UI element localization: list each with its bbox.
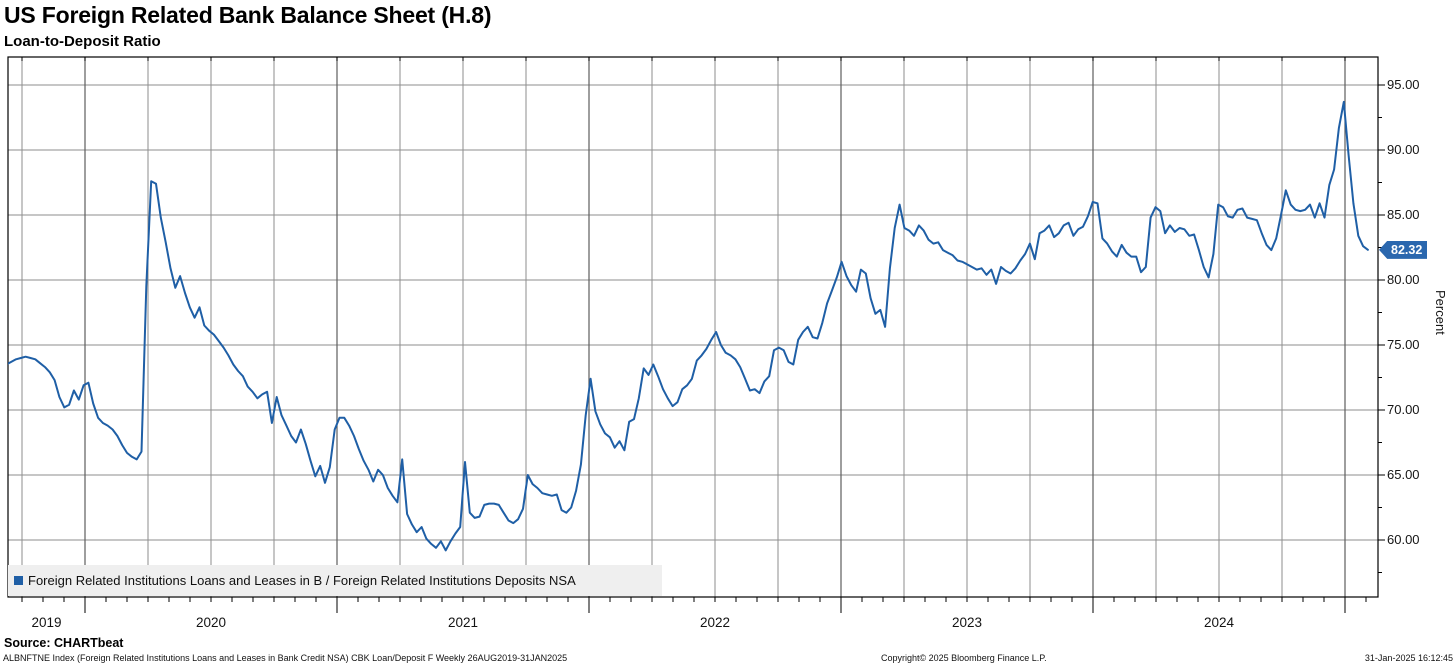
ticker-description: ALBNFTNE Index (Foreign Related Institut…	[3, 653, 568, 663]
y-tick-label: 70.00	[1387, 402, 1420, 417]
timestamp: 31-Jan-2025 16:12:45	[1364, 653, 1453, 663]
source-label: Source: CHARTbeat	[4, 636, 124, 650]
legend-item[interactable]: Foreign Related Institutions Loans and L…	[8, 565, 662, 596]
legend-series-swatch-icon	[14, 576, 23, 585]
chart-title: US Foreign Related Bank Balance Sheet (H…	[4, 2, 492, 28]
loan-deposit-ratio-line	[8, 100, 1369, 552]
y-axis-title: Percent	[1433, 290, 1448, 335]
copyright-notice: Copyright© 2025 Bloomberg Finance L.P.	[881, 653, 1047, 663]
y-tick-label: 60.00	[1387, 532, 1420, 547]
x-year-label: 2023	[951, 615, 983, 630]
y-tick-label: 65.00	[1387, 467, 1420, 482]
x-year-label: 2022	[699, 615, 731, 630]
y-tick-label: 75.00	[1387, 337, 1420, 352]
chart-subtitle: Loan-to-Deposit Ratio	[4, 33, 161, 50]
y-tick-label: 85.00	[1387, 207, 1420, 222]
legend-series-label: Foreign Related Institutions Loans and L…	[28, 573, 576, 588]
x-year-label: 2024	[1203, 615, 1235, 630]
y-tick-label: 90.00	[1387, 142, 1420, 157]
plot-frame	[7, 56, 1379, 598]
x-year-label: 2020	[195, 615, 227, 630]
y-tick-label: 95.00	[1387, 77, 1420, 92]
y-tick-label: 80.00	[1387, 272, 1420, 287]
last-value-badge: 82.32	[1379, 240, 1428, 259]
x-year-label: 2021	[447, 615, 479, 630]
x-year-label: 2019	[31, 615, 62, 630]
